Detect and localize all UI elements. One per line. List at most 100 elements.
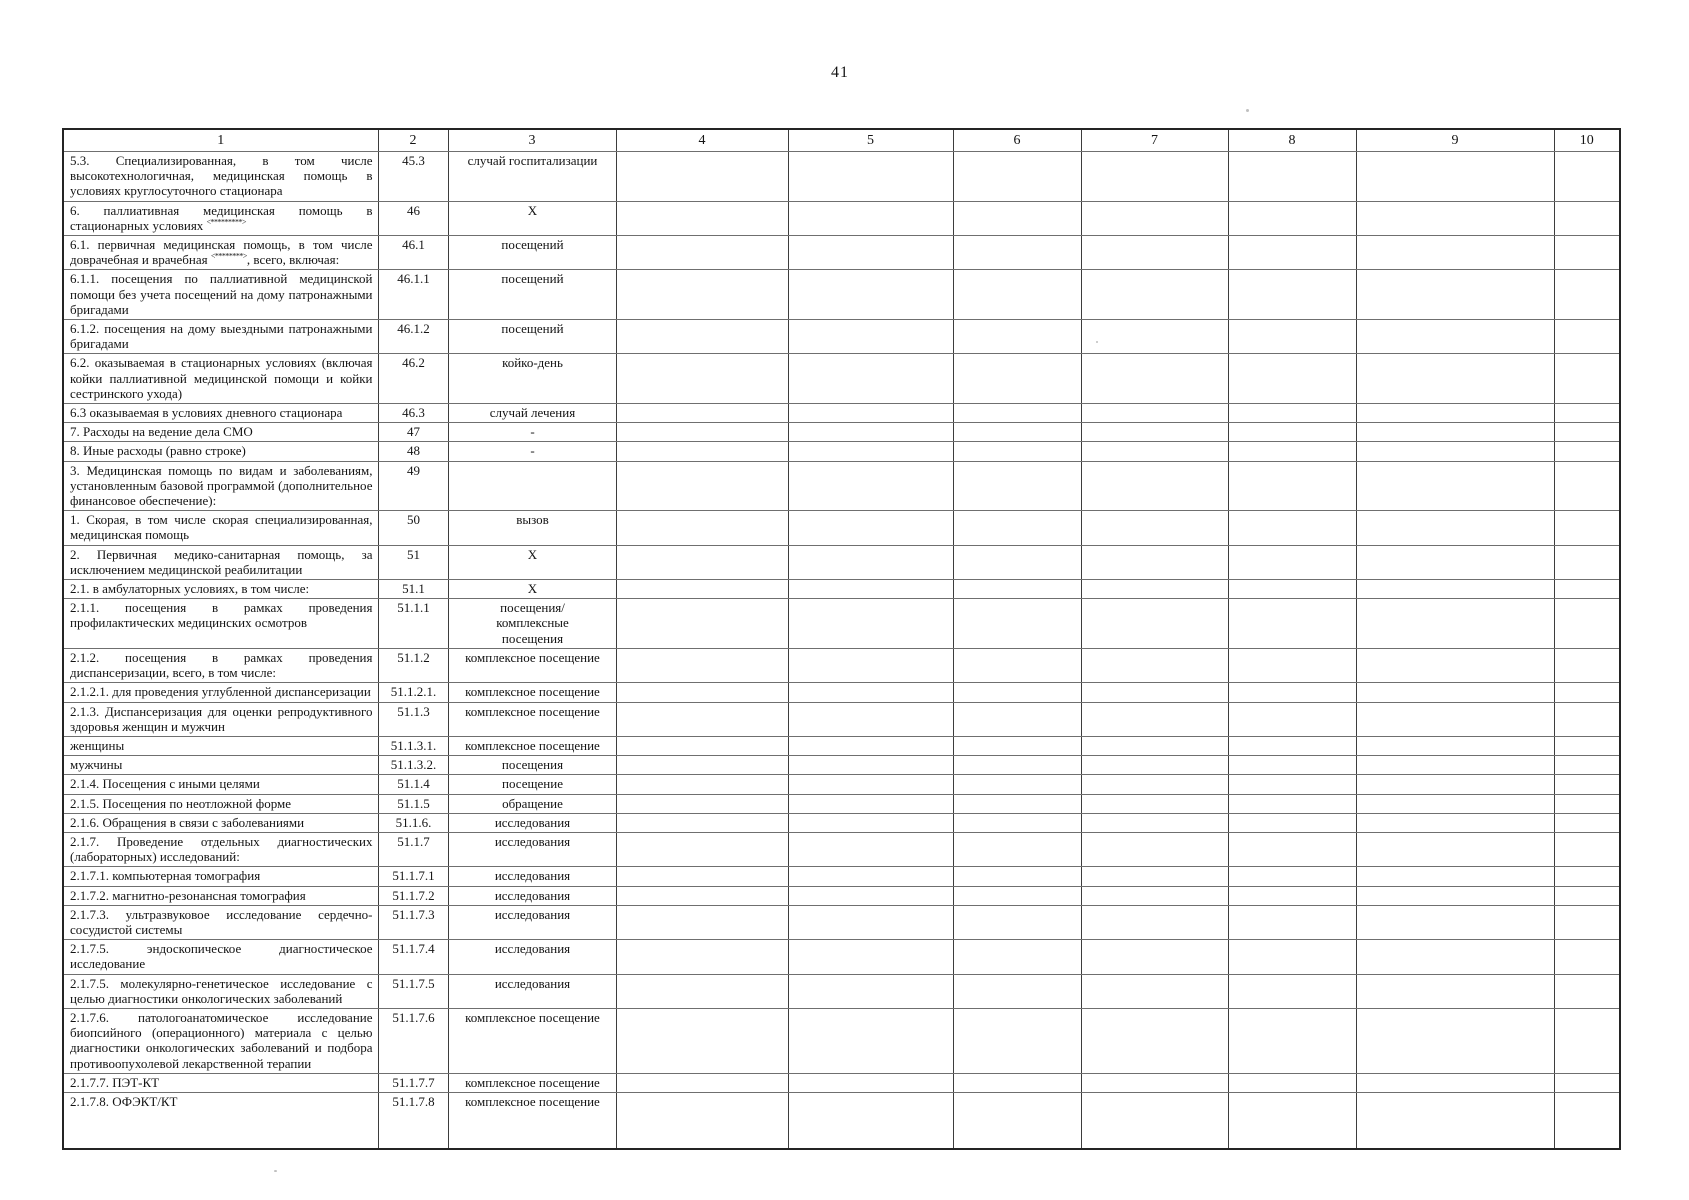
empty-value-cell [1553, 353, 1621, 405]
row-label-cell: 2.1.2.1. для проведения углубленной дисп… [62, 682, 379, 703]
empty-value-cell [1080, 793, 1229, 814]
empty-value-cell [615, 1007, 789, 1074]
row-label-cell: 3. Медицинская помощь по видам и заболев… [62, 460, 379, 512]
column-header-2: 2 [377, 128, 449, 152]
empty-value-cell [952, 544, 1082, 581]
table-row: 6.1. первичная медицинская помощь, в том… [62, 235, 1621, 271]
empty-value-cell [1080, 735, 1229, 757]
row-unit-cell: комплексное посещение [447, 735, 617, 757]
empty-value-cell [952, 319, 1082, 355]
empty-value-cell [1553, 904, 1621, 941]
row-code-cell: 51.1.4 [377, 774, 449, 795]
empty-value-cell [1553, 647, 1621, 684]
row-unit-cell: - [447, 422, 617, 443]
empty-value-cell [952, 735, 1082, 757]
empty-value-cell [1553, 701, 1621, 737]
empty-value-cell [615, 1072, 789, 1093]
row-label-cell: 2.1.7.5. молекулярно-генетическое исслед… [62, 973, 379, 1009]
row-unit-cell: вызов [447, 510, 617, 546]
empty-value-cell [1553, 200, 1621, 237]
row-label-cell: 6.1.2. посещения на дому выездными патро… [62, 319, 379, 355]
empty-value-cell [952, 885, 1082, 906]
empty-value-cell [615, 544, 789, 581]
table-row: 2.1.5. Посещения по неотложной форме 51.1… [62, 793, 1621, 814]
empty-value-cell [1227, 269, 1357, 321]
empty-value-cell [952, 403, 1082, 424]
empty-value-cell [615, 235, 789, 271]
column-header-3: 3 [447, 128, 617, 152]
row-label-cell: женщины [62, 735, 379, 757]
row-label-cell: 2. Первичная медико-санитарная помощь, з… [62, 544, 379, 581]
empty-value-cell [1227, 735, 1357, 757]
row-label-cell: 2.1.4. Посещения с иными целями [62, 774, 379, 795]
table-row: 2.1.7.5. молекулярно-генетическое исслед… [62, 973, 1621, 1009]
row-code-cell: 47 [377, 422, 449, 443]
empty-value-cell [1553, 269, 1621, 321]
empty-value-cell [952, 682, 1082, 703]
empty-value-cell [952, 1007, 1082, 1074]
row-label-cell: 6.1.1. посещения по паллиативной медицин… [62, 269, 379, 321]
empty-value-cell [787, 647, 954, 684]
table-row: 6.1.1. посещения по паллиативной медицин… [62, 269, 1621, 321]
empty-value-cell [1553, 579, 1621, 600]
empty-value-cell [1355, 235, 1555, 271]
empty-value-cell [952, 647, 1082, 684]
table-row: 6. паллиативная медицинская помощь в ста… [62, 200, 1621, 237]
empty-value-cell [1227, 200, 1357, 237]
row-label-cell: мужчины [62, 755, 379, 776]
row-code-cell: 51.1.7 [377, 831, 449, 868]
column-header-10: 10 [1553, 128, 1621, 152]
empty-value-cell [1553, 544, 1621, 581]
row-code-cell: 46.1.2 [377, 319, 449, 355]
row-unit-cell: Х [447, 544, 617, 581]
empty-value-cell [1080, 319, 1229, 355]
empty-value-cell [1227, 904, 1357, 941]
empty-value-cell [615, 403, 789, 424]
empty-value-cell [1355, 812, 1555, 833]
empty-value-cell [1553, 422, 1621, 443]
page-number: 41 [831, 64, 849, 81]
empty-value-cell [1227, 403, 1357, 424]
empty-value-cell [1355, 774, 1555, 795]
table-row: 2.1. в амбулаторных условиях, в том числ… [62, 579, 1621, 600]
row-label-cell: 2.1.7.5. эндоскопическое диагностическое… [62, 939, 379, 975]
row-label-cell: 2.1.5. Посещения по неотложной форме [62, 793, 379, 814]
empty-value-cell [615, 319, 789, 355]
empty-value-cell [787, 812, 954, 833]
row-label-cell: 5.3. Специализированная, в том числе выс… [62, 151, 379, 202]
empty-value-cell [952, 812, 1082, 833]
empty-value-cell [615, 701, 789, 737]
empty-value-cell [615, 812, 789, 833]
row-unit-cell: исследования [447, 866, 617, 887]
empty-value-cell [1227, 755, 1357, 776]
empty-value-cell [1553, 866, 1621, 887]
empty-value-cell [615, 755, 789, 776]
empty-value-cell [615, 579, 789, 600]
empty-value-cell [1080, 904, 1229, 941]
empty-value-cell [1227, 598, 1357, 649]
empty-value-cell [787, 579, 954, 600]
empty-value-cell [1355, 598, 1555, 649]
row-code-cell: 51.1.7.3 [377, 904, 449, 941]
row-label-cell: 2.1.7.2. магнитно-резонансная томография [62, 885, 379, 906]
empty-value-cell [1227, 774, 1357, 795]
row-code-cell: 49 [377, 460, 449, 512]
empty-value-cell [615, 735, 789, 757]
empty-value-cell [787, 422, 954, 443]
empty-value-cell [615, 598, 789, 649]
empty-value-cell [787, 235, 954, 271]
empty-value-cell [1355, 353, 1555, 405]
empty-value-cell [1355, 1007, 1555, 1074]
row-code-cell: 51.1.6. [377, 812, 449, 833]
row-code-cell: 51.1.2 [377, 647, 449, 684]
row-label-cell: 6.2. оказываемая в стационарных условиях… [62, 353, 379, 405]
table-row: мужчины 51.1.3.2. посещения [62, 755, 1621, 776]
table-row: 2.1.7.2. магнитно-резонансная томография… [62, 885, 1621, 906]
column-header-8: 8 [1227, 128, 1357, 152]
empty-value-cell [1355, 1091, 1555, 1150]
empty-value-cell [615, 939, 789, 975]
empty-value-cell [787, 755, 954, 776]
empty-value-cell [787, 510, 954, 546]
empty-value-cell [615, 973, 789, 1009]
row-unit-cell: комплексное посещение [447, 1007, 617, 1074]
